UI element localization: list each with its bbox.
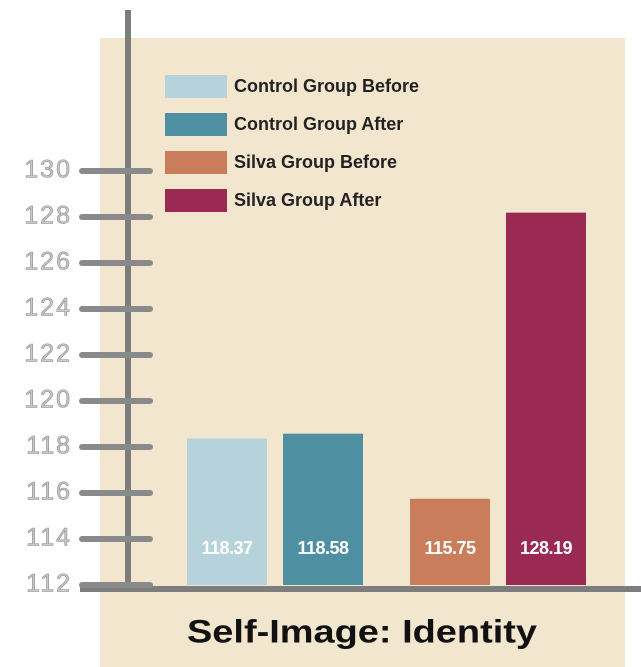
data-label: 118.37 [201, 538, 253, 558]
y-tick-label: 128 [24, 202, 72, 230]
bar [283, 433, 363, 585]
y-tick-label: 126 [24, 248, 72, 276]
bar [410, 498, 490, 585]
bar [506, 212, 586, 585]
legend-label: Control Group After [234, 114, 403, 134]
legend-swatch [165, 75, 227, 98]
bar [187, 438, 267, 585]
y-tick-label: 116 [26, 478, 72, 506]
y-tick-label: 122 [24, 340, 72, 368]
legend-label: Silva Group After [234, 190, 381, 210]
y-tick-label: 112 [26, 570, 72, 598]
legend-swatch [165, 113, 227, 136]
legend-swatch [165, 189, 227, 212]
chart-title: Self-Image: Identity [187, 613, 537, 649]
data-label: 115.75 [424, 538, 476, 558]
legend-label: Silva Group Before [234, 152, 397, 172]
y-tick-label: 118 [26, 432, 72, 460]
legend-swatch [165, 151, 227, 174]
legend-label: Control Group Before [234, 76, 419, 96]
y-tick-label: 124 [24, 294, 72, 322]
data-label: 128.19 [520, 538, 573, 558]
y-tick-label: 120 [24, 386, 72, 414]
data-label: 118.58 [297, 538, 349, 558]
y-tick-label: 114 [26, 524, 72, 552]
y-tick-label: 130 [24, 156, 72, 184]
